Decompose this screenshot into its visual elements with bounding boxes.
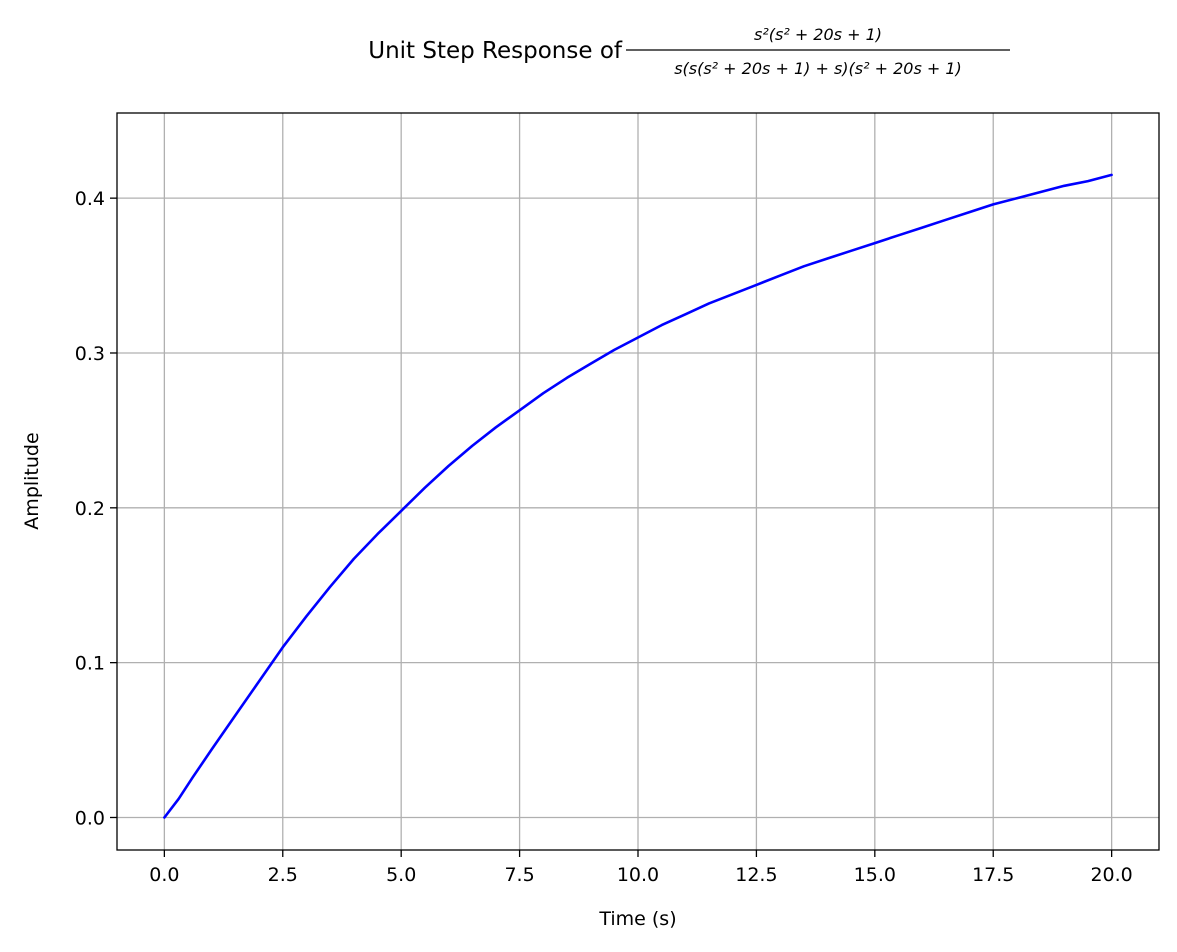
chart-title: Unit Step Response of s²(s² + 20s + 1) s… [368,25,1010,78]
chart-title-denominator: s(s(s² + 20s + 1) + s)(s² + 20s + 1) [674,59,962,78]
y-tick-label: 0.1 [75,653,105,675]
series-line [163,173,1113,819]
x-tick-label: 10.0 [617,864,659,886]
x-tick-label: 2.5 [268,864,298,886]
series-layer [163,173,1113,819]
x-tick-label: 17.5 [972,864,1014,886]
y-axis-label: Amplitude [21,432,43,529]
grid [117,113,1159,850]
y-tick-label: 0.0 [75,807,105,829]
x-tick-label: 20.0 [1090,864,1132,886]
x-tick-label: 5.0 [386,864,416,886]
x-axis-label: Time (s) [598,908,676,930]
x-tick-label: 15.0 [854,864,896,886]
chart-title-prefix: Unit Step Response of [368,38,623,64]
y-tick-label: 0.4 [75,188,105,210]
chart-title-numerator: s²(s² + 20s + 1) [754,25,882,44]
y-tick-label: 0.2 [75,498,105,520]
ticks: 0.0 2.5 5.0 7.5 10.0 12.5 15.0 17.5 20.0 0.0 0.1 0.… [75,188,1133,886]
y-tick-label: 0.3 [75,343,105,365]
x-tick-label: 7.5 [504,864,534,886]
x-tick-label: 0.0 [149,864,179,886]
x-tick-label: 12.5 [735,864,777,886]
